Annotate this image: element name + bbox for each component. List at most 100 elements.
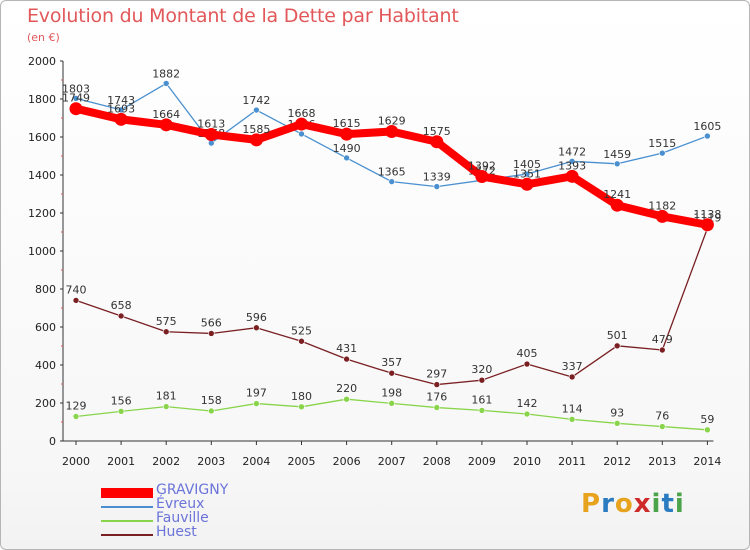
data-label: 180 <box>291 390 312 403</box>
data-label: 525 <box>291 324 312 337</box>
data-point <box>658 346 666 354</box>
data-point <box>343 395 350 403</box>
y-tick-label: 400 <box>35 359 56 372</box>
data-label: 59 <box>700 413 714 426</box>
x-tick-label: 2007 <box>378 455 406 468</box>
data-label: 1575 <box>423 125 451 138</box>
data-label: 740 <box>66 283 87 296</box>
logo-letter: i <box>651 489 662 519</box>
data-point <box>433 381 441 388</box>
series-fauville: 129 156 181 158 197 180 220 198 176 161 142 114 93 76… <box>66 382 714 434</box>
data-label: 158 <box>201 394 222 407</box>
data-point <box>475 170 489 184</box>
data-label: 1629 <box>378 114 406 127</box>
x-tick-label: 2005 <box>288 455 316 468</box>
data-label: 1664 <box>152 108 180 121</box>
y-tick-label: 0 <box>49 435 56 448</box>
x-tick-label: 2012 <box>603 455 631 468</box>
data-point <box>340 127 354 141</box>
x-tick-label: 2010 <box>513 455 541 468</box>
data-point <box>433 183 441 190</box>
data-label: 1693 <box>107 102 135 115</box>
data-point <box>114 112 128 126</box>
data-point <box>704 132 711 140</box>
data-label: 76 <box>655 410 669 423</box>
data-label: 1668 <box>288 107 316 120</box>
data-point <box>298 337 305 345</box>
x-tick-label: 2003 <box>197 455 225 468</box>
data-label: 220 <box>336 382 357 395</box>
data-label: 1392 <box>468 160 496 173</box>
data-label: 181 <box>156 390 177 403</box>
data-label: 1742 <box>242 94 270 107</box>
data-point <box>69 102 83 116</box>
data-point <box>523 360 531 368</box>
legend-label: Fauville <box>156 510 209 526</box>
data-label: 1393 <box>558 159 586 172</box>
data-point <box>208 330 215 337</box>
data-label: 405 <box>517 347 538 360</box>
x-tick-label: 2004 <box>242 455 270 468</box>
data-label: 1585 <box>242 123 270 136</box>
chart-subtitle: (en €) <box>27 31 60 44</box>
y-tick-label: 1400 <box>28 169 56 182</box>
data-point <box>72 297 80 304</box>
legend-swatch <box>101 488 153 498</box>
data-point <box>520 177 534 191</box>
data-point <box>523 410 531 418</box>
legend-swatch <box>101 534 153 536</box>
y-tick-label: 1000 <box>28 245 56 258</box>
x-tick-label: 2006 <box>333 455 361 468</box>
data-label: 1613 <box>197 118 225 131</box>
y-tick-label: 1600 <box>28 131 56 144</box>
legend-label: Huest <box>156 524 197 540</box>
y-tick-label: 800 <box>35 283 56 296</box>
data-point <box>568 416 576 423</box>
data-label: 197 <box>246 387 267 400</box>
data-point <box>162 403 170 410</box>
data-label: 93 <box>610 406 624 419</box>
data-point <box>343 355 350 363</box>
logo-letter: P <box>581 489 602 519</box>
data-point <box>117 408 125 415</box>
logo-letter: t <box>661 489 675 519</box>
x-tick-label: 2008 <box>423 455 451 468</box>
data-label: 161 <box>471 393 492 406</box>
logo-letter: o <box>614 489 634 519</box>
data-point <box>565 169 579 183</box>
data-label: 1351 <box>513 167 541 180</box>
data-point <box>72 413 80 420</box>
data-point <box>568 373 576 381</box>
x-tick-label: 2013 <box>648 455 676 468</box>
series-huest: 740 658 575 566 596 525 431 357 297 320 405 337 501 4… <box>66 211 721 388</box>
data-point <box>253 106 260 114</box>
data-point <box>253 324 260 332</box>
data-label: 1182 <box>648 199 676 212</box>
data-label: 320 <box>471 363 492 376</box>
x-tick-label: 2014 <box>693 455 721 468</box>
data-label: 156 <box>111 394 132 407</box>
data-point <box>568 158 576 165</box>
logo-letter: i <box>674 489 685 519</box>
data-point <box>523 170 531 178</box>
data-label: 142 <box>517 397 538 410</box>
data-label: 1490 <box>333 142 361 155</box>
data-point <box>433 404 441 411</box>
data-point <box>162 80 170 87</box>
x-tick-label: 2000 <box>62 455 90 468</box>
line-chart: 0 200 400 600 800 1000 1200 1400 1600 1800 2000 200… <box>28 55 721 468</box>
data-label: 1472 <box>558 145 586 158</box>
legend-label: Évreux <box>156 496 205 512</box>
logo-letter: x <box>633 489 652 519</box>
data-point <box>478 407 486 414</box>
data-label: 501 <box>607 329 628 342</box>
x-tick-label: 2011 <box>558 455 586 468</box>
data-point <box>430 135 444 149</box>
data-label: 566 <box>201 316 222 329</box>
data-label: 1743 <box>107 94 135 107</box>
data-label: 1459 <box>603 148 631 161</box>
data-label: 479 <box>652 333 673 346</box>
data-label: 658 <box>111 299 132 312</box>
data-point <box>388 400 396 407</box>
